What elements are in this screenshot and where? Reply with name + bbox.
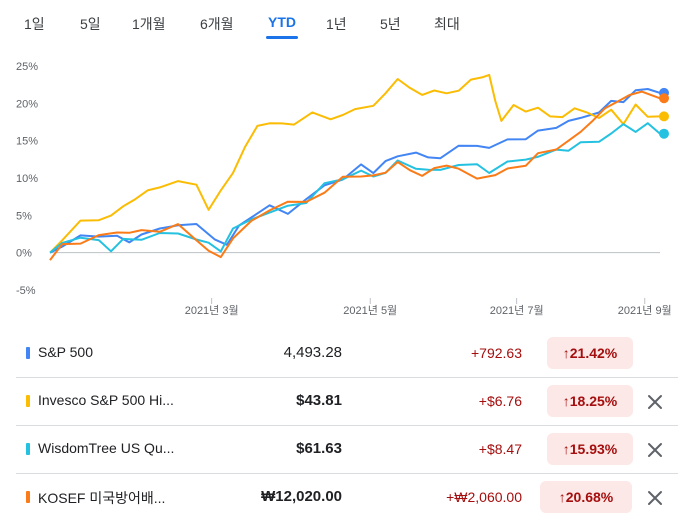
x-tick-label: 2021년 9월	[618, 304, 672, 317]
percent-change-value: 20.68%	[565, 489, 614, 505]
security-price: ₩12,020.00	[261, 488, 342, 505]
active-tab-indicator	[266, 36, 298, 39]
tab-max[interactable]: 최대	[434, 16, 460, 32]
y-tick-label: 5%	[16, 210, 32, 222]
series-end-dot	[659, 111, 669, 122]
series-color-swatch	[26, 347, 30, 359]
time-range-tabs: 1일 5일 1개월 6개월 YTD 1년 5년 최대	[0, 0, 695, 44]
y-tick-label: -5%	[16, 285, 36, 297]
series-line	[49, 90, 661, 261]
price-change: +$6.76	[478, 393, 522, 409]
x-tick-label: 2021년 5월	[343, 304, 397, 317]
percent-change-badge: ↑18.25%	[547, 385, 633, 417]
y-tick-label: 25%	[16, 61, 38, 73]
percent-change-value: 21.42%	[569, 345, 618, 361]
security-price: $43.81	[296, 392, 342, 409]
table-row: S&P 500 4,493.28 +792.63 ↑21.42%	[0, 330, 678, 376]
arrow-up-icon: ↑	[562, 393, 570, 409]
series-lines	[49, 73, 661, 261]
arrow-up-icon: ↑	[562, 345, 570, 361]
close-icon[interactable]	[646, 489, 664, 507]
series-line	[49, 122, 661, 254]
series-end-markers	[659, 87, 669, 139]
arrow-up-icon: ↑	[558, 489, 566, 505]
tab-1m[interactable]: 1개월	[132, 16, 166, 32]
security-name[interactable]: WisdomTree US Qu...	[38, 440, 175, 456]
security-name[interactable]: Invesco S&P 500 Hi...	[38, 392, 174, 408]
percent-change-value: 15.93%	[569, 441, 618, 457]
table-row: KOSEF 미국방어배... ₩12,020.00 +₩2,060.00 ↑20…	[0, 474, 678, 520]
tab-5y[interactable]: 5년	[380, 16, 401, 32]
x-tick-label: 2021년 7월	[490, 304, 544, 317]
y-axis: 25% 20% 15% 10% 5% 0% -5%	[16, 61, 38, 297]
row-divider	[16, 473, 678, 474]
y-tick-label: 20%	[16, 98, 38, 110]
arrow-up-icon: ↑	[562, 441, 570, 457]
tab-1y[interactable]: 1년	[326, 16, 347, 32]
y-tick-label: 15%	[16, 136, 38, 148]
series-end-dot	[659, 93, 669, 104]
tab-ytd[interactable]: YTD	[268, 14, 296, 30]
security-name[interactable]: S&P 500	[38, 344, 94, 360]
security-price: $61.63	[296, 440, 342, 457]
x-tick-label: 2021년 3월	[185, 304, 239, 317]
x-axis: 2021년 3월 2021년 5월 2021년 7월 2021년 9월	[185, 298, 672, 317]
price-change: +$8.47	[478, 441, 522, 457]
tab-1d[interactable]: 1일	[24, 16, 45, 32]
percent-change-badge: ↑15.93%	[547, 433, 633, 465]
price-change: +₩2,060.00	[446, 489, 522, 505]
comparison-chart: 25% 20% 15% 10% 5% 0% -5% 2021년 3월 2021년 5월 2021…	[0, 50, 695, 325]
percent-change-badge: ↑21.42%	[547, 337, 633, 369]
series-color-swatch	[26, 443, 30, 455]
percent-change-badge: ↑20.68%	[540, 481, 632, 513]
series-color-swatch	[26, 491, 30, 503]
series-color-swatch	[26, 395, 30, 407]
percent-change-value: 18.25%	[569, 393, 618, 409]
series-line	[49, 73, 661, 254]
close-icon[interactable]	[646, 441, 664, 459]
y-tick-label: 0%	[16, 248, 32, 260]
chart-svg: 25%20%15%10%5%0%-5% 2021년 3월 2021년 5월 2021…	[16, 61, 672, 317]
close-icon[interactable]	[646, 393, 664, 411]
security-name[interactable]: KOSEF 미국방어배...	[38, 490, 166, 506]
table-row: WisdomTree US Qu... $61.63 +$8.47 ↑15.93…	[0, 426, 678, 472]
row-divider	[16, 425, 678, 426]
security-price: 4,493.28	[283, 344, 342, 361]
series-end-dot	[659, 128, 669, 139]
price-change: +792.63	[471, 345, 522, 361]
row-divider	[16, 377, 678, 378]
y-tick-label: 10%	[16, 173, 38, 185]
tab-5d[interactable]: 5일	[80, 16, 101, 32]
table-row: Invesco S&P 500 Hi... $43.81 +$6.76 ↑18.…	[0, 378, 678, 424]
tab-6m[interactable]: 6개월	[200, 16, 234, 32]
